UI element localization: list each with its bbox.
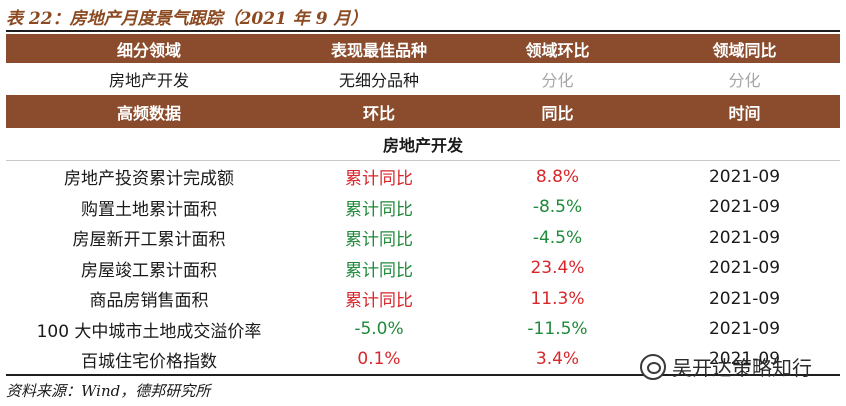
header-row-1: 细分领域 表现最佳品种 领域环比 领域同比: [6, 34, 840, 63]
section-divider: [6, 160, 840, 161]
header-mom: 环比: [362, 103, 395, 123]
row-yoy: -4.5%: [532, 227, 583, 248]
wechat-icon: [640, 353, 666, 380]
row-yoy: -11.5%: [527, 319, 588, 339]
row-yoy: 11.3%: [530, 288, 585, 309]
row-mom: 0.1%: [357, 349, 401, 369]
row-yoy: 23.4%: [530, 258, 585, 278]
row-indicator-name: 房地产投资累计完成额: [64, 169, 234, 189]
row-mom: 累计同比: [345, 291, 413, 311]
row-time: 2021-09: [708, 197, 781, 217]
table-row: 房屋新开工累计面积 累计同比 -4.5% 2021-09: [6, 222, 840, 253]
sector-mom: 分化: [541, 71, 574, 90]
bottom-rule: [6, 374, 840, 376]
section-label: 房地产开发: [382, 136, 463, 155]
row-indicator-name: 100 大中城市土地成交溢价率: [36, 321, 262, 342]
row-time: 2021-09: [708, 288, 781, 309]
row-yoy: 3.4%: [535, 349, 580, 369]
table-row: 商品房销售面积 累计同比 11.3% 2021-09: [6, 283, 840, 314]
row-time: 2021-09: [708, 319, 781, 339]
sector-row: 房地产开发 无细分品种 分化 分化: [6, 63, 840, 95]
header-sector-yoy: 领域同比: [712, 40, 777, 60]
sector-name: 房地产开发: [108, 71, 189, 90]
row-mom: 累计同比: [345, 169, 413, 189]
sector-yoy: 分化: [728, 71, 761, 90]
header-hf-data: 高频数据: [116, 103, 181, 123]
row-indicator-name: 房屋竣工累计面积: [81, 260, 217, 281]
watermark: 吴开达策略知行: [640, 352, 812, 381]
row-mom: 累计同比: [345, 260, 413, 281]
table-row: 百城住宅价格指数 0.1% 3.4% 2021-09: [6, 344, 840, 374]
row-indicator-name: 购置土地累计面积: [81, 199, 217, 220]
row-mom: -5.0%: [354, 319, 404, 339]
sector-best-variety: 无细分品种: [338, 71, 419, 90]
header-best-variety: 表现最佳品种: [330, 40, 427, 60]
table-title: 表 22：房地产月度景气跟踪（2021 年 9 月）: [6, 9, 368, 29]
row-mom: 累计同比: [345, 199, 413, 220]
row-indicator-name: 房屋新开工累计面积: [72, 230, 226, 250]
row-time: 2021-09: [708, 227, 781, 248]
row-indicator-name: 百城住宅价格指数: [81, 351, 217, 372]
table-row: 100 大中城市土地成交溢价率 -5.0% -11.5% 2021-09: [6, 314, 840, 344]
header-row-2: 高频数据 环比 同比 时间: [6, 95, 840, 128]
section-row: 房地产开发: [6, 128, 840, 160]
watermark-text: 吴开达策略知行: [672, 356, 812, 380]
row-yoy: 8.8%: [535, 166, 580, 187]
top-rule: [6, 30, 840, 32]
row-time: 2021-09: [708, 349, 781, 369]
table-row: 房地产投资累计完成额 累计同比 8.8% 2021-09: [6, 161, 840, 192]
row-yoy: -8.5%: [532, 197, 583, 217]
header-time: 时间: [728, 103, 761, 123]
header-segment: 细分领域: [116, 40, 181, 60]
table-row: 购置土地累计面积 累计同比 -8.5% 2021-09: [6, 192, 840, 222]
row-time: 2021-09: [708, 258, 781, 278]
row-mom: 累计同比: [345, 230, 413, 250]
header-yoy: 同比: [541, 103, 574, 123]
row-indicator-name: 商品房销售面积: [89, 291, 209, 311]
source-note: 资料来源：Wind，德邦研究所: [6, 382, 211, 400]
table-row: 房屋竣工累计面积 累计同比 23.4% 2021-09: [6, 253, 840, 283]
header-sector-mom: 领域环比: [525, 40, 590, 60]
row-time: 2021-09: [708, 166, 781, 187]
